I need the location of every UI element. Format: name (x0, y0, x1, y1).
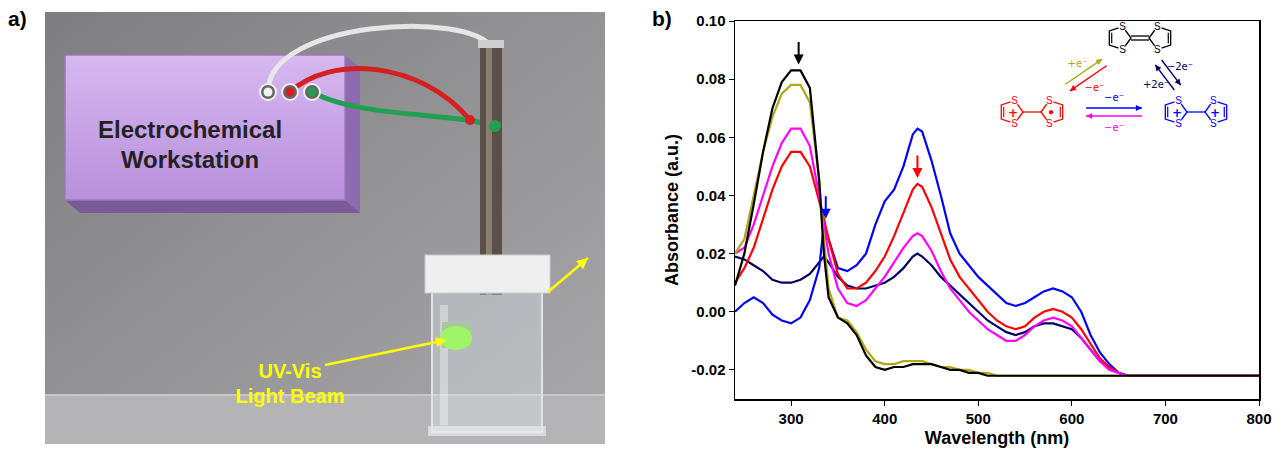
svg-text:b): b) (652, 7, 672, 30)
svg-text:−e⁻: −e⁻ (1085, 82, 1105, 93)
svg-text:0.02: 0.02 (696, 245, 725, 262)
svg-text:S: S (1011, 95, 1018, 106)
svg-text:0.06: 0.06 (696, 129, 725, 146)
svg-text:S: S (1154, 21, 1161, 32)
svg-text:S: S (1046, 95, 1053, 106)
svg-text:−2e⁻: −2e⁻ (1167, 61, 1193, 72)
svg-text:S: S (1210, 95, 1217, 106)
svg-text:+: + (1210, 106, 1220, 120)
svg-text:S: S (1154, 44, 1161, 55)
svg-text:+e⁻: +e⁻ (1068, 58, 1088, 69)
svg-text:Electrochemical: Electrochemical (98, 116, 282, 143)
svg-text:−e⁻: −e⁻ (1104, 122, 1124, 133)
svg-text:S: S (1046, 118, 1053, 129)
svg-text:Light Beam: Light Beam (236, 385, 345, 407)
svg-text:a): a) (8, 7, 27, 30)
svg-text:800: 800 (1246, 410, 1271, 427)
svg-text:S: S (1119, 44, 1126, 55)
svg-text:0.08: 0.08 (696, 70, 725, 87)
svg-text:0.10: 0.10 (696, 12, 725, 29)
svg-text:S: S (1175, 95, 1182, 106)
svg-text:Wavelength (nm): Wavelength (nm) (925, 428, 1069, 448)
svg-text:0.00: 0.00 (696, 303, 725, 320)
svg-text:S: S (1210, 118, 1217, 129)
svg-text:300: 300 (779, 410, 804, 427)
svg-text:+: + (1008, 106, 1018, 120)
svg-text:•: • (1047, 106, 1055, 120)
svg-text:UV-Vis: UV-Vis (259, 360, 322, 382)
svg-text:+2e⁻: +2e⁻ (1143, 79, 1169, 90)
svg-text:600: 600 (1059, 410, 1084, 427)
svg-text:−e⁻: −e⁻ (1104, 92, 1124, 103)
svg-text:+: + (1172, 106, 1182, 120)
svg-text:Absorbance (a.u.): Absorbance (a.u.) (662, 134, 682, 286)
svg-text:700: 700 (1153, 410, 1178, 427)
svg-text:S: S (1011, 118, 1018, 129)
svg-text:Workstation: Workstation (121, 146, 259, 173)
svg-text:400: 400 (872, 410, 897, 427)
svg-text:0.04: 0.04 (696, 187, 726, 204)
svg-text:-0.02: -0.02 (691, 361, 725, 378)
svg-text:S: S (1119, 21, 1126, 32)
svg-text:S: S (1175, 118, 1182, 129)
svg-text:500: 500 (966, 410, 991, 427)
